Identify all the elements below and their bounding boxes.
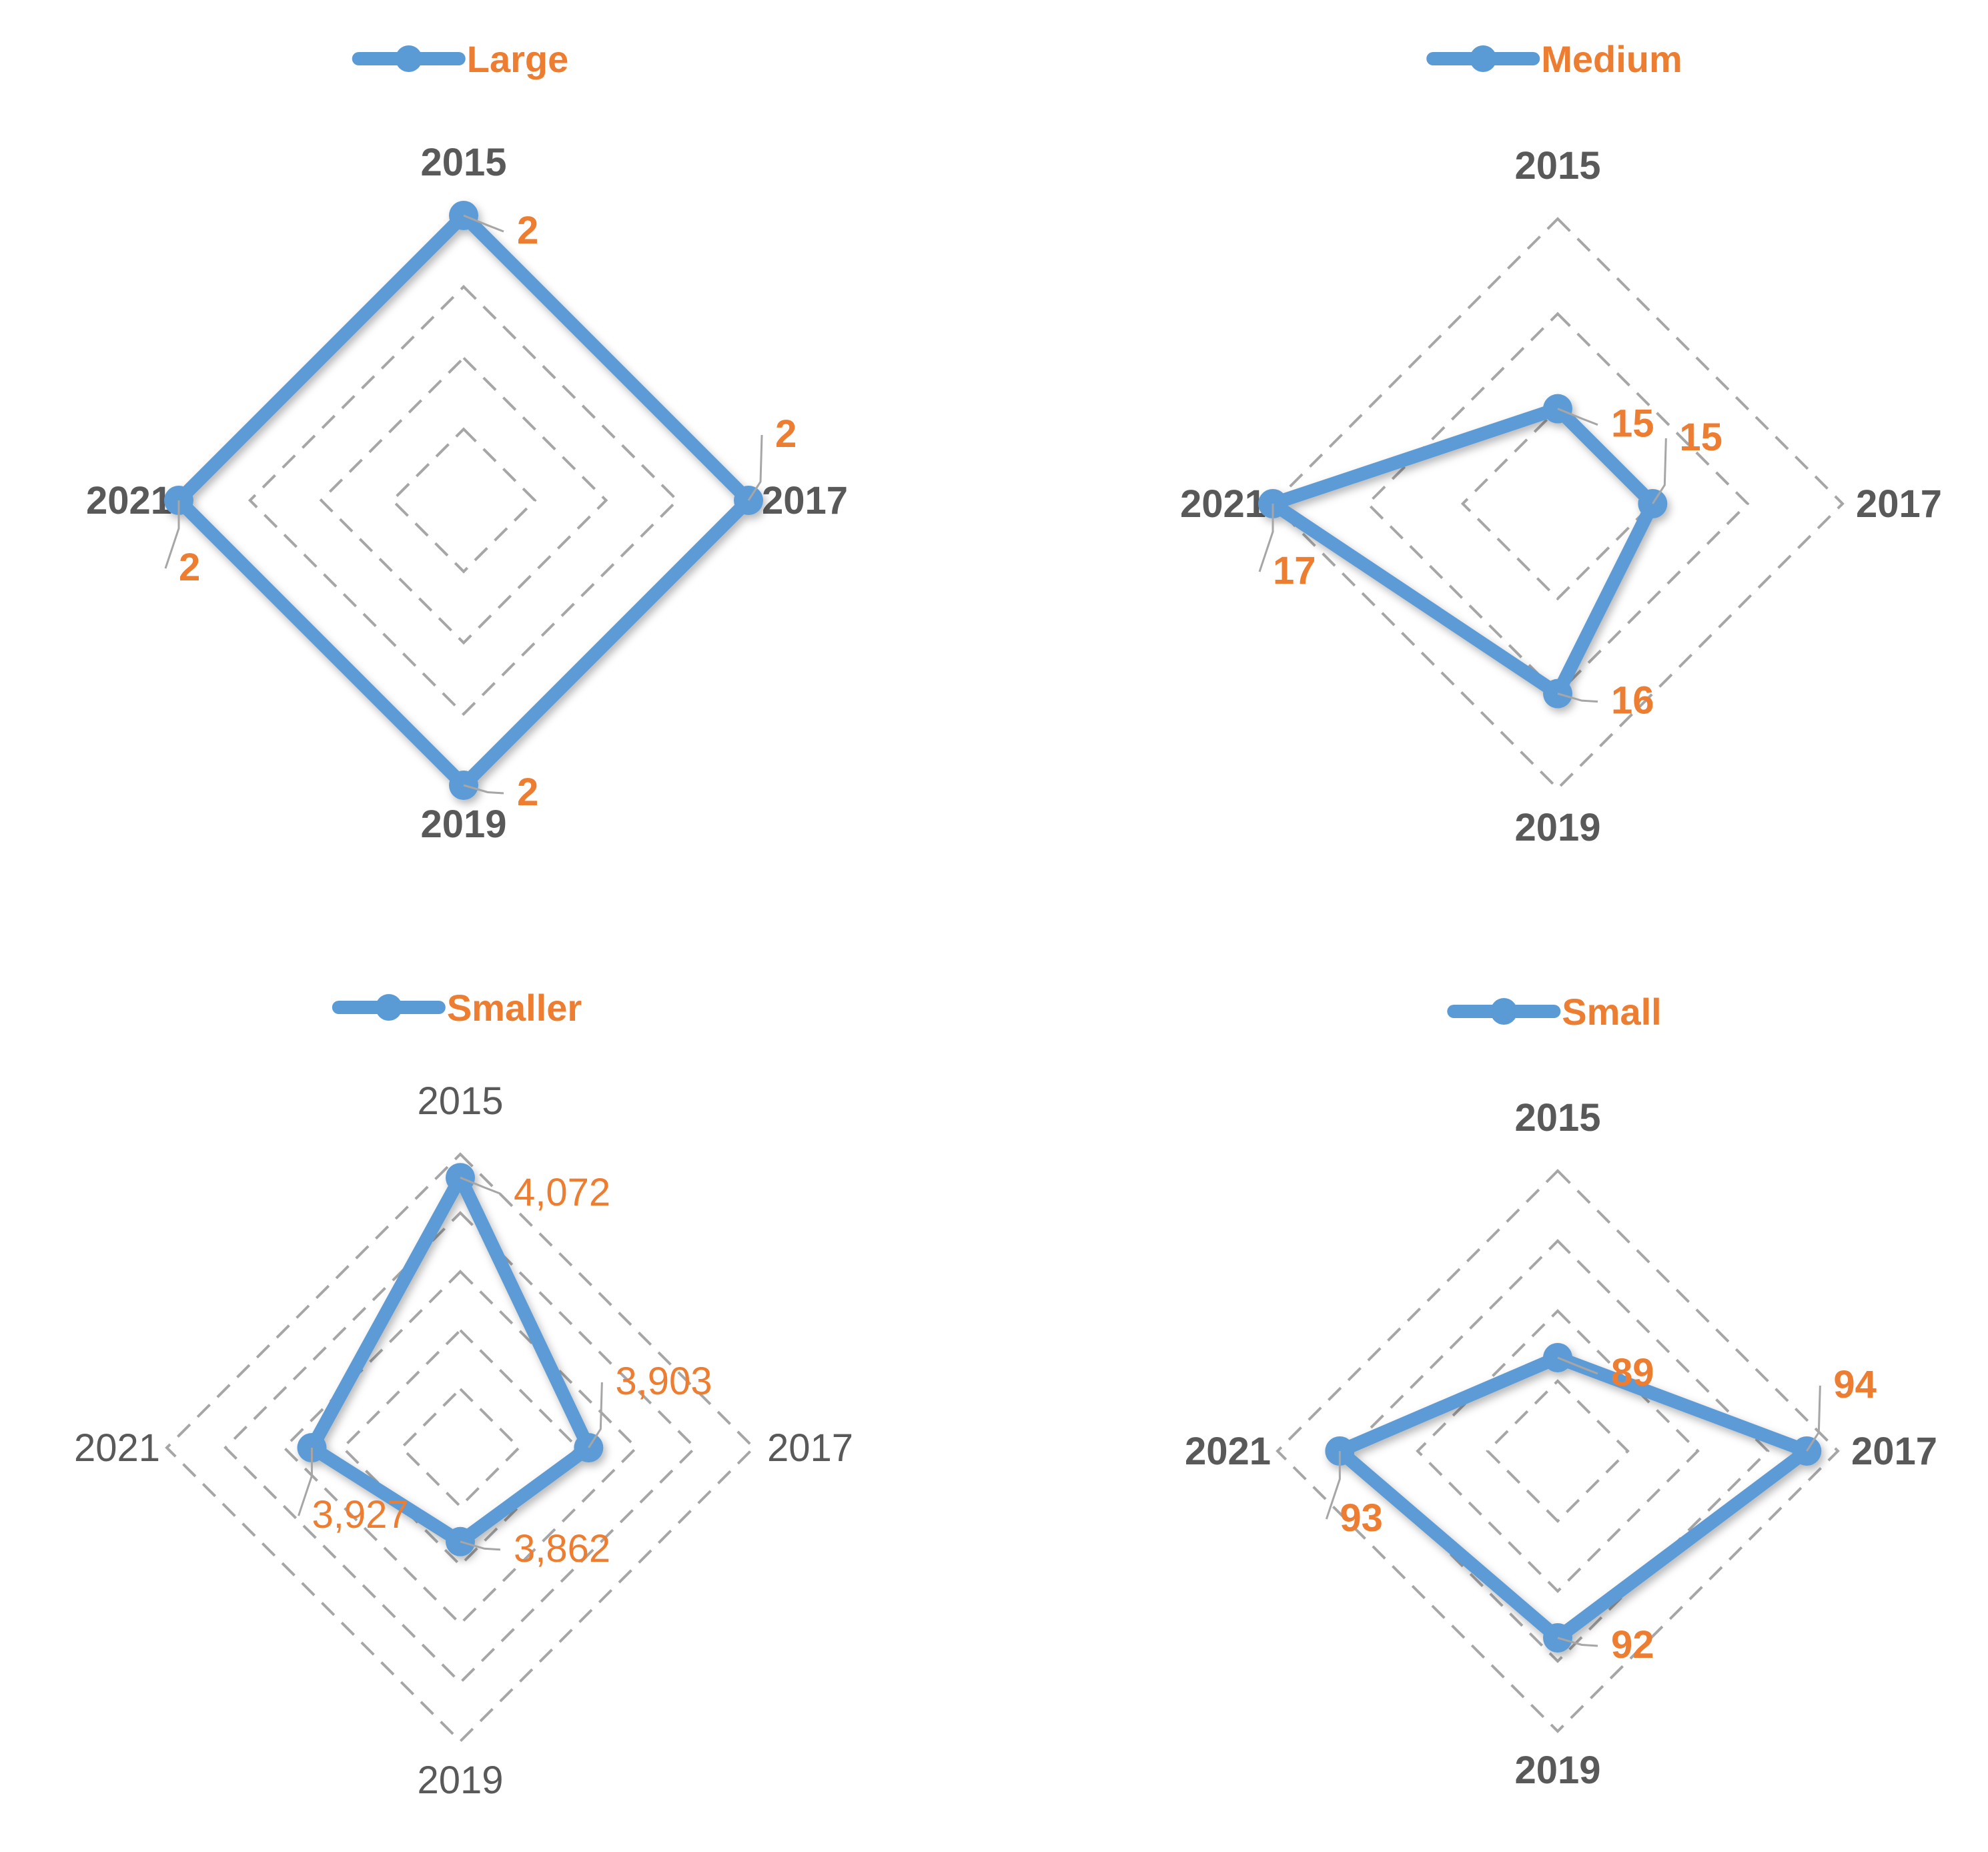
grid-ring — [1346, 1239, 1770, 1663]
leader-line — [1557, 408, 1598, 426]
axis-label-2017: 2017 — [1851, 1430, 1937, 1473]
grid-ring — [223, 1211, 697, 1685]
leader-line — [1652, 438, 1667, 504]
value-label-2019: 3,862 — [514, 1527, 610, 1570]
axis-label-2019: 2019 — [417, 1759, 503, 1802]
legend: Medium — [1426, 38, 1682, 80]
value-label-2017: 2 — [775, 412, 797, 456]
axis-label-2017: 2017 — [762, 479, 848, 522]
value-label-2017: 15 — [1679, 416, 1722, 459]
value-label-2019: 2 — [517, 771, 538, 814]
series-small — [1325, 1343, 1822, 1653]
value-label-2021: 17 — [1273, 549, 1316, 592]
axis-label-2019: 2019 — [1514, 1749, 1600, 1792]
series-line — [305, 1171, 596, 1548]
grid-ring — [247, 284, 680, 717]
grid-ring — [319, 356, 608, 645]
axis-label-2021: 2021 — [1185, 1430, 1271, 1473]
legend-dot-marker — [375, 994, 402, 1021]
leader-line — [747, 434, 763, 501]
grid-ring — [1486, 1379, 1630, 1523]
radar-chart-medium: Medium 2015 2017 2019 2021 15 15 16 17 — [1180, 38, 1942, 849]
series-line — [1333, 1351, 1814, 1645]
axis-label-2021: 2021 — [1180, 482, 1266, 526]
leader-line — [460, 1176, 501, 1195]
radar-chart-small: Small 2015 2017 2019 2021 89 94 92 93 — [1185, 991, 1937, 1792]
grid-ring — [1276, 1169, 1840, 1733]
grid-ring — [400, 1387, 521, 1508]
grid-ring — [390, 427, 537, 574]
axis-label-2015: 2015 — [417, 1079, 503, 1123]
axis-label-2019: 2019 — [1514, 806, 1600, 849]
data-point-2015 — [446, 1163, 475, 1193]
leader-line — [588, 1382, 603, 1448]
value-label-2017: 3,903 — [615, 1360, 712, 1403]
leader-line — [298, 1448, 313, 1516]
radar-grid — [165, 1152, 756, 1743]
axis-label-2015: 2015 — [420, 141, 506, 184]
leader-line — [1258, 504, 1274, 572]
grid-ring — [177, 213, 751, 787]
value-label-2021: 93 — [1340, 1496, 1383, 1540]
axis-label-2019: 2019 — [420, 803, 506, 846]
radar-grid — [177, 213, 751, 787]
axis-label-2017: 2017 — [1856, 482, 1942, 526]
value-label-2015: 2 — [517, 209, 538, 252]
radar-chart-smaller: Smaller 2015 2017 2019 2021 4,072 3,903 3,862 3,… — [74, 987, 853, 1802]
data-point-2017 — [1638, 489, 1668, 518]
value-label-2017: 94 — [1833, 1363, 1877, 1406]
axis-label-2021: 2021 — [74, 1426, 160, 1470]
value-label-2021: 2 — [179, 546, 200, 589]
legend-label: Large — [467, 38, 569, 80]
axis-label-2015: 2015 — [1514, 144, 1600, 187]
legend: Small — [1447, 991, 1662, 1033]
legend-dot-marker — [395, 45, 422, 72]
series-line — [172, 209, 755, 792]
leader-line — [463, 214, 504, 233]
leader-line — [463, 784, 504, 795]
leader-line — [460, 1540, 501, 1551]
legend-label: Small — [1562, 991, 1661, 1033]
legend-label: Medium — [1541, 38, 1682, 80]
series-large — [164, 201, 763, 800]
legend-dot-marker — [1490, 998, 1518, 1025]
leader-line — [1557, 1356, 1598, 1375]
grid-ring — [165, 1152, 756, 1743]
value-label-2015: 89 — [1611, 1351, 1654, 1394]
leader-line — [1325, 1451, 1341, 1520]
legend-label: Smaller — [447, 987, 582, 1029]
series-line — [1266, 402, 1660, 701]
value-label-2019: 16 — [1611, 679, 1654, 723]
value-label-2015: 15 — [1611, 402, 1654, 446]
legend: Large — [352, 38, 569, 80]
leader-line — [1557, 692, 1598, 703]
leader-line — [1806, 1385, 1821, 1452]
value-label-2021: 3,927 — [312, 1493, 408, 1536]
axis-label-2021: 2021 — [86, 479, 172, 522]
legend: Smaller — [332, 987, 582, 1029]
value-label-2019: 92 — [1611, 1623, 1654, 1667]
axis-label-2015: 2015 — [1514, 1096, 1600, 1139]
legend-dot-marker — [1470, 45, 1497, 72]
value-label-2015: 4,072 — [514, 1171, 610, 1214]
grid-ring — [1271, 217, 1845, 791]
leader-line — [164, 500, 180, 569]
grid-ring — [1366, 312, 1750, 696]
leader-line — [1557, 1637, 1598, 1647]
axis-label-2017: 2017 — [767, 1426, 853, 1470]
